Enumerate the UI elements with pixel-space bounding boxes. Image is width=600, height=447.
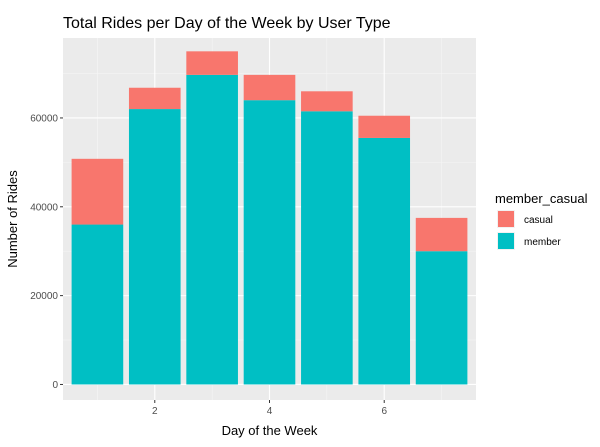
bar-casual (358, 115, 411, 138)
x-tick-label: 4 (267, 406, 273, 417)
bar-member (415, 251, 468, 385)
bar-member (358, 137, 411, 385)
y-axis-title: Number of Rides (5, 170, 20, 268)
bar-casual (243, 74, 296, 101)
y-tick-label: 0 (52, 380, 58, 391)
legend: member_casual casual member (495, 191, 588, 250)
y-axis-ticks: 0 20000 40000 60000 (30, 113, 63, 391)
legend-title: member_casual (495, 191, 588, 206)
legend-swatch-casual (498, 211, 514, 227)
bar-casual (186, 51, 238, 75)
bars (71, 51, 468, 385)
legend-swatch-member (498, 233, 514, 249)
x-tick-label: 6 (381, 406, 387, 417)
bar-casual (71, 158, 124, 225)
y-tick-label: 20000 (30, 291, 58, 302)
legend-label-casual: casual (524, 215, 553, 226)
chart-title: Total Rides per Day of the Week by User … (63, 15, 391, 32)
x-tick-label: 2 (152, 406, 158, 417)
bar-member (301, 111, 353, 385)
bar-member (243, 100, 296, 385)
legend-label-member: member (524, 237, 561, 248)
bar-casual (415, 217, 468, 252)
bar-member (186, 74, 238, 385)
bar-casual (301, 91, 353, 112)
x-axis-title: Day of the Week (222, 423, 318, 438)
y-tick-label: 40000 (30, 202, 58, 213)
bar-member (71, 224, 124, 385)
x-axis-ticks: 2 4 6 (152, 400, 387, 417)
bar-casual (128, 87, 181, 110)
bar-member (128, 109, 181, 385)
y-tick-label: 60000 (30, 113, 58, 124)
